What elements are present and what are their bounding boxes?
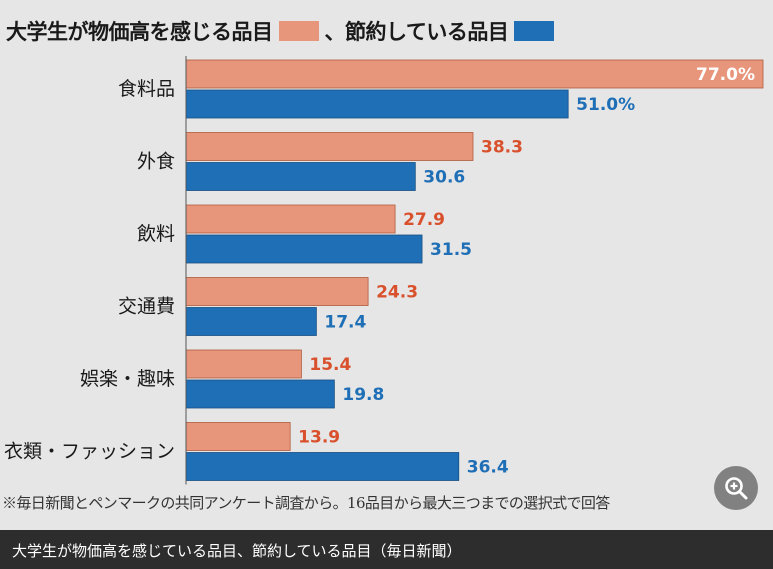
bar-price-rise [185, 59, 764, 89]
bar-saving [185, 307, 317, 336]
value-label-price-rise: 24.3 [376, 283, 418, 303]
value-label-saving: 19.8 [342, 385, 384, 405]
chart-image: 大学生が物価高を感じる品目 、節約している品目 食料品 77.0% 51.0% 外食 3… [2, 14, 764, 512]
bar-saving [185, 452, 460, 481]
bar-price-rise [185, 204, 396, 234]
chart-title-part2: 、節約している品目 [324, 20, 509, 44]
bar-chart: 食料品 77.0% 51.0% 外食 38.3 30.6 飲料 27.9 31.5 交通費 24.3… [4, 56, 764, 485]
value-label-saving: 30.6 [423, 168, 465, 188]
zoom-in-icon [725, 477, 748, 500]
legend-swatch-saving [514, 21, 555, 41]
bar-price-rise [185, 132, 474, 161]
caption-bar: 大学生が物価高を感じている品目、節約している品目（毎日新聞） [0, 530, 773, 569]
category-label: 衣類・ファッション [4, 441, 175, 463]
zoom-button[interactable] [714, 466, 758, 510]
value-label-saving: 17.4 [324, 313, 366, 333]
value-label-price-rise: 15.4 [309, 355, 351, 375]
category-label: 交通費 [118, 296, 175, 318]
bar-price-rise [185, 422, 291, 451]
caption-text: 大学生が物価高を感じている品目、節約している品目（毎日新聞） [12, 542, 462, 560]
chart-title-part1: 大学生が物価高を感じる品目 [6, 20, 273, 44]
bar-saving [185, 89, 569, 119]
bar-chart-svg: 食料品 77.0% 51.0% 外食 38.3 30.6 飲料 27.9 31.5 交通費 24.3… [4, 56, 764, 485]
chart-footnote: ※毎日新聞とペンマークの共同アンケート調査から。16品目から最大三つまでの選択式… [2, 494, 610, 512]
bar-saving [185, 162, 416, 191]
category-label: 食料品 [118, 78, 175, 100]
value-label-price-rise: 27.9 [403, 210, 445, 230]
value-label-price-rise: 77.0% [696, 65, 755, 85]
value-label-price-rise: 13.9 [298, 428, 340, 448]
value-label-saving: 51.0% [576, 95, 635, 115]
chart-title: 大学生が物価高を感じる品目 、節約している品目 [6, 14, 555, 48]
bar-price-rise [185, 349, 302, 379]
value-label-price-rise: 38.3 [481, 138, 523, 158]
bar-saving [185, 379, 335, 409]
category-label: 飲料 [137, 223, 175, 245]
category-label: 娯楽・趣味 [80, 368, 175, 390]
legend-swatch-price-rise [278, 21, 319, 41]
value-label-saving: 31.5 [430, 240, 472, 260]
bar-price-rise [185, 277, 369, 306]
bar-saving [185, 234, 423, 264]
value-label-saving: 36.4 [467, 458, 509, 478]
category-label: 外食 [137, 151, 175, 173]
